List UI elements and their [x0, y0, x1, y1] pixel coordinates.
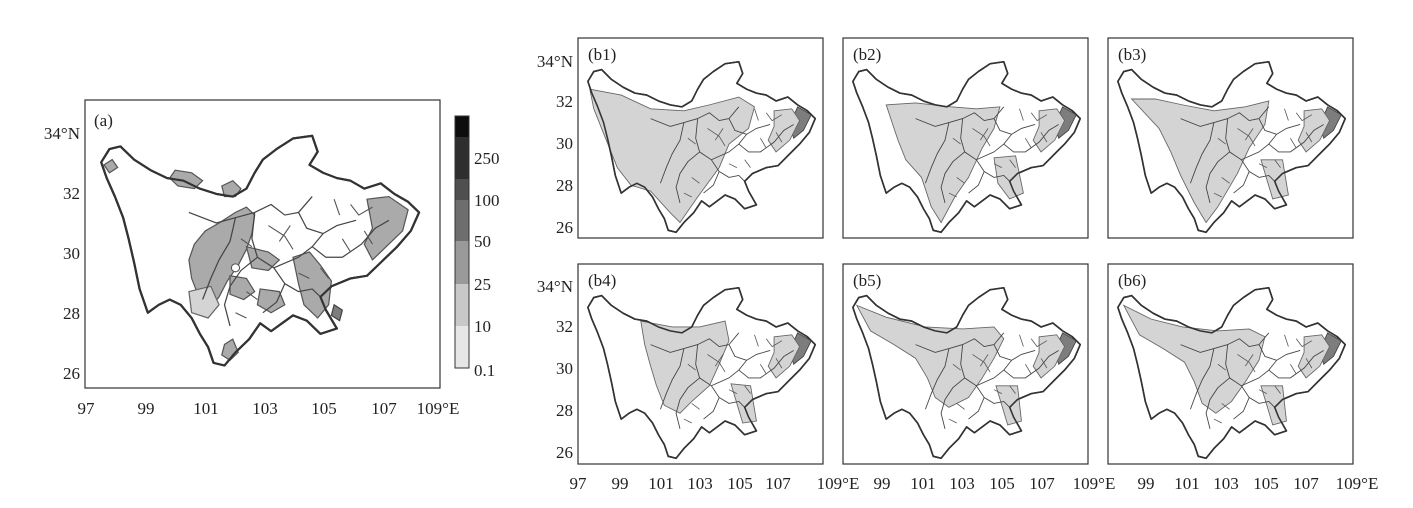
- map-panel-b5: (b5): [842, 263, 1089, 465]
- lon-tick-label: 97: [570, 474, 588, 493]
- colorbar-label: 25: [474, 275, 491, 294]
- small-map-panels: (b1) (b2) (b3) (b4) (b5) (b6): [577, 37, 1354, 465]
- panel-label: (b5): [853, 271, 881, 290]
- province-map: [1117, 60, 1347, 234]
- province-map: [100, 134, 421, 367]
- colorbar-swatch: [455, 116, 469, 137]
- lon-tick-label: 105: [311, 399, 337, 418]
- colorbar-label: 250: [474, 149, 500, 168]
- lon-tick-label: 105: [727, 474, 753, 493]
- colorbar-swatch: [455, 179, 469, 200]
- map-frame: [577, 263, 824, 465]
- colorbar-swatch: [455, 200, 469, 241]
- panel-label: (b4): [588, 271, 616, 290]
- panel-label: (b3): [1118, 45, 1146, 64]
- map-panel-b4: (b4): [577, 263, 824, 465]
- lon-tick-label: 101: [648, 474, 674, 493]
- map-frame: [842, 37, 1089, 239]
- lat-tick-label: 28: [63, 304, 80, 323]
- panel-label: (b1): [588, 45, 616, 64]
- map-frame: [1107, 37, 1354, 239]
- panel-label: (a): [94, 111, 113, 130]
- lon-tick-label: 107: [371, 399, 397, 418]
- lon-tick-label: 107: [1293, 474, 1319, 493]
- map-frame: [1107, 263, 1354, 465]
- lon-axis-right: 97 99 101 103 105 107 109°E 99 101 103 1…: [570, 474, 1379, 493]
- lat-tick-label: 34°N: [537, 277, 573, 296]
- lon-tick-label: 103: [1213, 474, 1239, 493]
- lat-tick-label: 30: [556, 359, 573, 378]
- colorbar-frame: [454, 115, 470, 369]
- lon-tick-label: 101: [193, 399, 219, 418]
- rainfall-zone: [589, 88, 755, 224]
- lat-tick-label: 34°N: [537, 52, 573, 71]
- lat-axis: 34°N 32 30 28 26: [44, 124, 80, 383]
- lon-tick-label: 109°E: [417, 399, 460, 418]
- colorbar-label: 10: [474, 317, 491, 336]
- lat-tick-label: 28: [556, 176, 573, 195]
- rainfall-zone: [1122, 304, 1287, 426]
- lon-tick-label: 103: [949, 474, 975, 493]
- lon-tick-label: 107: [1029, 474, 1055, 493]
- panel-label: (b6): [1118, 271, 1146, 290]
- map-panel-b1: (b1): [577, 37, 824, 239]
- colorbar-label: 100: [474, 191, 500, 210]
- lon-tick-label: 99: [612, 474, 629, 493]
- province-map: [587, 286, 817, 460]
- colorbar-swatch: [455, 326, 469, 368]
- province-map: [1117, 286, 1347, 460]
- lon-tick-label: 101: [1174, 474, 1200, 493]
- map-panel-b3: (b3): [1107, 37, 1354, 239]
- panel-label: (b2): [853, 45, 881, 64]
- lon-tick-label: 101: [910, 474, 936, 493]
- colorbar-label: 50: [474, 232, 491, 251]
- lon-tick-label: 99: [874, 474, 891, 493]
- colorbar-swatch: [455, 241, 469, 284]
- lon-tick-label: 99: [138, 399, 155, 418]
- rainfall-zone: [1130, 98, 1289, 224]
- lon-tick-label: 103: [687, 474, 713, 493]
- lat-axis-right: 34°N 32 30 28 26 34°N 32 30 28 26: [537, 52, 573, 462]
- province-map: [852, 286, 1082, 460]
- rainfall-zone: [640, 320, 757, 424]
- lat-tick-label: 26: [556, 443, 573, 462]
- rainfall-zone: [855, 304, 1022, 426]
- lat-tick-label: 26: [63, 364, 80, 383]
- province-map: [587, 60, 817, 234]
- colorbar-swatch: [455, 158, 469, 179]
- lat-tick-label: 32: [556, 317, 573, 336]
- lat-tick-label: 28: [556, 401, 573, 420]
- colorbar: 250 100 50 25 10 0.1: [454, 115, 500, 380]
- map-frame: [577, 37, 824, 239]
- colorbar-swatch: [455, 137, 469, 158]
- lon-tick-label: 97: [78, 399, 96, 418]
- lon-tick-label: 109°E: [1073, 474, 1116, 493]
- lon-tick-label: 109°E: [817, 474, 860, 493]
- lon-tick-label: 107: [765, 474, 791, 493]
- map-frame: [842, 263, 1089, 465]
- lat-tick-label: 32: [63, 184, 80, 203]
- lon-axis: 97 99 101 103 105 107 109°E: [78, 399, 460, 418]
- lat-tick-label: 26: [556, 218, 573, 237]
- lon-tick-label: 105: [1253, 474, 1279, 493]
- lat-tick-label: 34°N: [44, 124, 80, 143]
- lon-tick-label: 99: [1138, 474, 1155, 493]
- lat-tick-label: 30: [63, 244, 80, 263]
- lat-tick-label: 32: [556, 92, 573, 111]
- lat-tick-label: 30: [556, 134, 573, 153]
- lon-tick-label: 105: [989, 474, 1015, 493]
- map-panel-b6: (b6): [1107, 263, 1354, 465]
- colorbar-label: 0.1: [474, 361, 495, 380]
- lon-tick-label: 103: [252, 399, 278, 418]
- map-frame: [84, 99, 441, 389]
- province-map: [852, 60, 1082, 234]
- map-panel-b2: (b2): [842, 37, 1089, 239]
- colorbar-swatch: [455, 284, 469, 326]
- map-panel-a: (a) 34°N 32 30 28 26 97 99 101 103 105 1…: [44, 99, 460, 418]
- lon-tick-label: 109°E: [1336, 474, 1379, 493]
